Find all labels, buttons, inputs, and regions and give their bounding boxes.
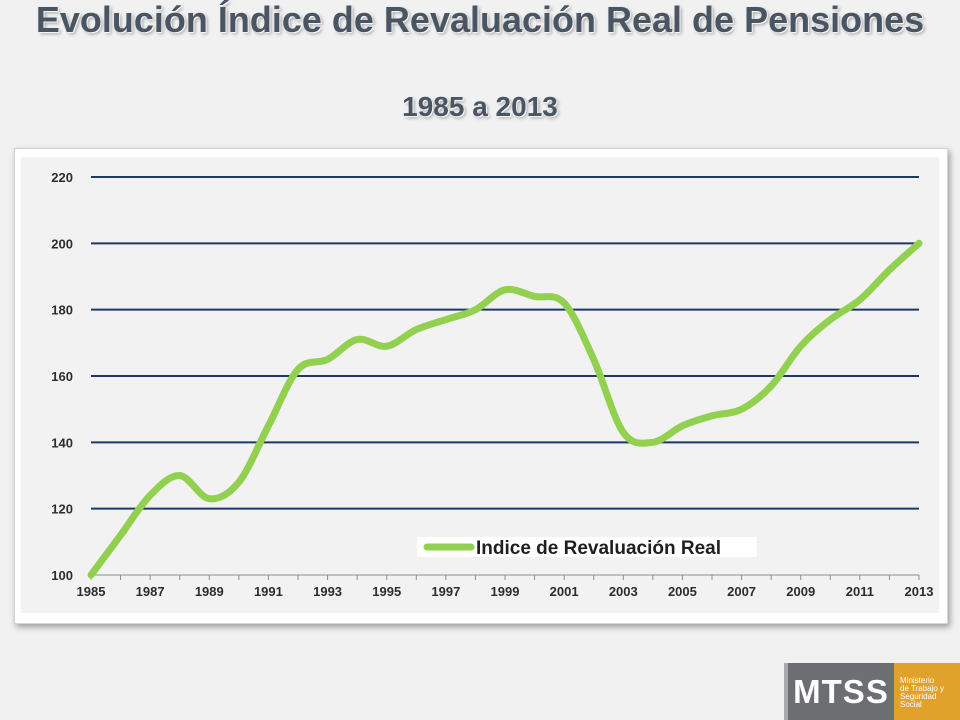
legend-background — [417, 537, 757, 557]
x-tick-label: 1987 — [136, 584, 165, 599]
mtss-logo: MTSS Ministerio de Trabajo y Seguridad S… — [784, 663, 960, 720]
legend: Indice de Revaluación Real — [417, 537, 757, 559]
series-layer — [87, 239, 923, 579]
data-point — [354, 337, 360, 343]
data-point — [265, 423, 271, 429]
x-tick-label: 2009 — [786, 584, 815, 599]
data-point — [384, 343, 390, 349]
data-point — [709, 413, 715, 419]
x-axis — [90, 574, 920, 580]
y-tick-label: 100 — [51, 568, 73, 583]
x-tick-label: 1995 — [372, 584, 401, 599]
gridlines — [91, 176, 919, 510]
x-tick-label: 2011 — [846, 584, 874, 599]
x-tick-labels: 1985 1987 1989 1991 1993 1995 1997 1999 2001 2003… — [77, 584, 934, 599]
data-point — [443, 317, 449, 323]
logo-line: de Trabajo y — [900, 684, 945, 693]
data-point — [857, 297, 863, 303]
data-point — [916, 240, 922, 246]
x-tick-label: 1997 — [431, 584, 460, 599]
y-tick-labels: 100 120 140 160 180 200 220 — [51, 170, 73, 583]
x-tick-label: 1991 — [254, 584, 283, 599]
data-point — [118, 532, 124, 538]
x-tick-label: 2007 — [727, 584, 756, 599]
page-title: Evolución Índice de Revaluación Real de … — [35, 0, 925, 40]
legend-label: Indice de Revaluación Real — [476, 538, 721, 559]
data-point — [591, 356, 597, 362]
x-tick-label: 2005 — [668, 584, 697, 599]
data-point — [295, 366, 301, 372]
data-point — [650, 439, 656, 445]
chart-area: 100 120 140 160 180 200 220 1985 1987 1989 1991 19… — [21, 157, 939, 613]
data-point — [177, 473, 183, 479]
data-point — [532, 293, 538, 299]
data-point — [679, 423, 685, 429]
x-tick-label: 1985 — [77, 584, 106, 599]
x-tick-label: 2001 — [550, 584, 579, 599]
y-tick-label: 120 — [51, 502, 73, 517]
data-point — [798, 343, 804, 349]
series-line-indice-revaluacion — [87, 239, 923, 579]
data-point — [206, 496, 212, 502]
logo-abbr: MTSS — [784, 663, 894, 720]
y-tick-label: 200 — [51, 236, 73, 251]
x-tick-label: 1993 — [313, 584, 342, 599]
y-tick-label: 140 — [51, 435, 73, 450]
chart-frame: 100 120 140 160 180 200 220 1985 1987 1989 1991 19… — [14, 148, 948, 624]
data-point — [147, 492, 153, 498]
data-point — [739, 406, 745, 412]
data-point — [472, 307, 478, 313]
data-point — [768, 383, 774, 389]
logo-line: Social — [900, 700, 922, 709]
data-point — [886, 267, 892, 273]
x-tick-label: 2013 — [905, 584, 934, 599]
logo-ministry-name: Ministerio de Trabajo y Seguridad Social — [894, 663, 960, 720]
data-point — [88, 572, 94, 578]
data-point — [325, 356, 331, 362]
x-tick-label: 1999 — [491, 584, 520, 599]
y-tick-label: 180 — [51, 303, 73, 318]
data-point — [413, 327, 419, 333]
data-point — [561, 300, 567, 306]
data-point — [236, 479, 242, 485]
y-tick-label: 160 — [51, 369, 73, 384]
data-point — [620, 429, 626, 435]
page-subtitle: 1985 a 2013 — [402, 91, 558, 122]
data-point — [502, 287, 508, 293]
logo-line: Seguridad — [900, 692, 937, 701]
x-tick-label: 2003 — [609, 584, 638, 599]
logo-line: Ministerio — [900, 676, 935, 685]
x-tick-label: 1989 — [195, 584, 224, 599]
y-tick-label: 220 — [51, 170, 73, 185]
data-point — [827, 317, 833, 323]
